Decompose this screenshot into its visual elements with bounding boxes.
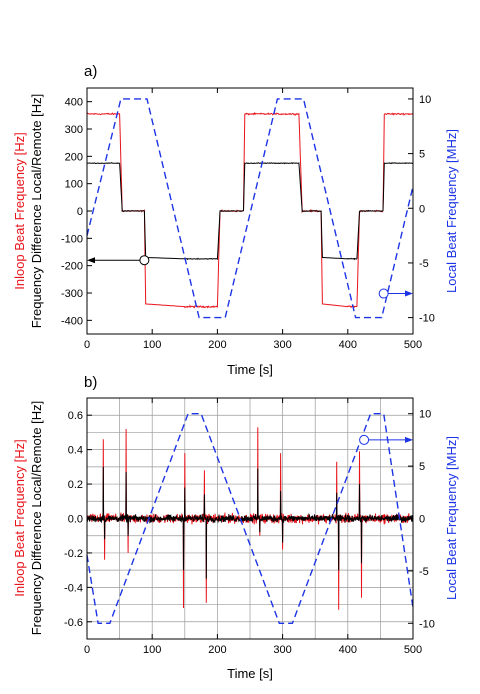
y-tick-label-right: 0 — [419, 203, 425, 215]
y-tick-label-right: -5 — [419, 258, 429, 270]
y-tick-label-left: -0.4 — [64, 582, 83, 594]
y-tick-label-left: 0.0 — [68, 514, 83, 526]
y-tick-label-right: 10 — [419, 409, 431, 421]
y-tick-label-left: 400 — [65, 97, 83, 109]
y-tick-label-left: 0.2 — [68, 479, 83, 491]
panel-a-marks: 0 100 200 300 400 500-400-300-200-10001002003… — [61, 88, 435, 351]
y-axis-label-right-a: Local Beat Frequency [MHz] — [444, 129, 459, 293]
y-tick-label-left: -0.6 — [64, 617, 83, 629]
y-tick-label-left: 0.6 — [68, 410, 83, 422]
x-tick-label: 0 — [84, 339, 90, 351]
y-tick-label-right: 0 — [419, 514, 425, 526]
y-tick-label-right: -10 — [419, 618, 435, 630]
y-axis-label-left-inloop-a: Inloop Beat Frequency [Hz] — [12, 132, 27, 290]
y-axis-label-left-inloop-b: Inloop Beat Frequency [Hz] — [12, 439, 27, 597]
annotation-marker — [139, 255, 150, 266]
y-tick-label-right: 10 — [419, 94, 431, 106]
panel-a: a) 0 100 200 300 400 500-400-300-200-10001002… — [12, 63, 459, 377]
y-tick-label-left: -0.2 — [64, 548, 83, 560]
x-tick-label: 400 — [339, 339, 357, 351]
annotation-arrow-head — [405, 436, 413, 443]
series-blue-line — [86, 98, 414, 319]
annotation-arrow-head — [87, 257, 95, 264]
x-tick-label: 100 — [143, 339, 161, 351]
y-tick-label-left: 300 — [65, 124, 83, 136]
y-tick-label-left: 100 — [65, 179, 83, 191]
y-tick-label-left: 0 — [77, 206, 83, 218]
x-tick-label: 300 — [273, 644, 291, 656]
series-black-line — [86, 162, 414, 261]
y-axis-label-left-diff-b: Frequency Difference Local/Remote [Hz] — [29, 401, 44, 636]
x-tick-label: 0 — [84, 644, 90, 656]
y-tick-label-right: -10 — [419, 313, 435, 325]
panel-b-marks: 0 100 200 300 400 500-0.6-0.4-0.20.00.20.40.6… — [64, 398, 435, 656]
x-tick-label: 400 — [339, 644, 357, 656]
x-tick-label: 500 — [404, 644, 422, 656]
y-tick-label-left: -300 — [61, 288, 83, 300]
panel-label-b: b) — [84, 374, 97, 391]
x-tick-label: 500 — [404, 339, 422, 351]
y-tick-label-left: -200 — [61, 261, 83, 273]
y-tick-label-left: -100 — [61, 233, 83, 245]
panel-b: b) 0 100 200 300 400 500-0.6-0.4-0.20.00.20.4… — [12, 374, 459, 681]
y-tick-label-left: 200 — [65, 151, 83, 163]
series-red-line — [86, 112, 414, 309]
x-axis-label-a: Time [s] — [227, 362, 273, 377]
annotation-marker — [378, 288, 389, 299]
series-black-line — [86, 466, 414, 579]
x-tick-label: 200 — [208, 644, 226, 656]
x-axis-label-b: Time [s] — [227, 666, 273, 681]
annotation-marker — [359, 434, 370, 445]
y-tick-label-right: 5 — [419, 461, 425, 473]
y-tick-label-right: 5 — [419, 149, 425, 161]
y-axis-label-left-diff-a: Frequency Difference Local/Remote [Hz] — [29, 94, 44, 329]
x-tick-label: 300 — [273, 339, 291, 351]
panel-label-a: a) — [84, 63, 97, 80]
annotation-arrow-head — [405, 290, 413, 297]
y-tick-label-left: 0.4 — [68, 445, 83, 457]
y-tick-label-left: -400 — [61, 315, 83, 327]
x-tick-label: 100 — [143, 644, 161, 656]
y-tick-label-right: -5 — [419, 566, 429, 578]
y-axis-label-right-b: Local Beat Frequency [MHz] — [444, 436, 459, 600]
plot-frame-b — [86, 397, 414, 640]
plot-frame-a — [86, 87, 414, 335]
x-tick-label: 200 — [208, 339, 226, 351]
series-blue-line — [86, 413, 414, 624]
